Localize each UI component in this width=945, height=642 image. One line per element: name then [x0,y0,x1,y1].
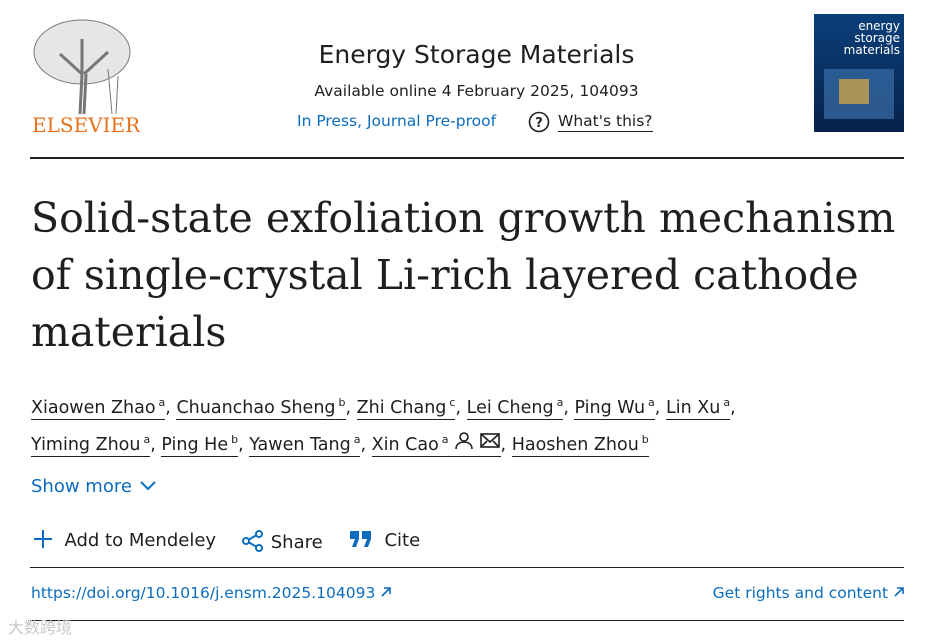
external-icon [894,587,904,597]
help-link[interactable]: What's this? [558,112,653,132]
affiliation[interactable]: a [158,396,166,409]
author[interactable]: Zhi Chang c [356,396,456,420]
elsevier-logo[interactable]: ELSEVIER [30,14,140,136]
separator: , [563,398,569,418]
author[interactable]: Yiming Zhou a [31,433,151,457]
cover-title: energy storage materials [843,20,900,57]
rights-link[interactable]: Get rights and content [713,584,905,602]
author[interactable]: Xin Cao a [371,432,501,457]
article-title: Solid-state exfoliation growth mechanism… [31,194,896,356]
author-name[interactable]: Haoshen Zhou [511,435,639,455]
affiliation[interactable]: a [143,433,151,446]
mendeley-label[interactable]: Add to Mendeley [64,530,217,551]
external-icon [381,587,392,597]
show-more[interactable]: Show more [31,476,158,497]
mendeley-button[interactable]: Add to Mendeley [33,529,216,551]
affiliation[interactable]: b [231,433,239,446]
author-name[interactable]: Yiming Zhou [31,435,141,455]
separator: , [150,435,156,455]
author[interactable]: Chuanchao Sheng b [176,396,346,420]
author-name[interactable]: Ping He [161,435,229,455]
separator: , [360,435,367,455]
author-name[interactable]: Chuanchao Sheng [176,398,336,418]
affiliation[interactable]: c [449,396,456,409]
affiliation[interactable]: a [441,433,449,446]
doi-text[interactable]: https://doi.org/10.1016/j.ensm.2025.1040… [31,584,376,602]
affiliation[interactable]: a [353,433,361,446]
availability: Available online 4 February 2025, 104093 [314,82,639,100]
affiliation[interactable]: a [723,396,731,409]
cite-button[interactable]: Cite [349,529,420,551]
author[interactable]: Lin Xu a [665,396,731,420]
journal-title[interactable]: Energy Storage Materials [318,40,635,69]
separator: , [455,398,462,418]
author-name[interactable]: Lei Cheng [466,398,554,418]
doi-link[interactable]: https://doi.org/10.1016/j.ensm.2025.1040… [31,584,392,602]
author-name[interactable]: Xin Cao [371,435,439,455]
share-label[interactable]: Share [270,532,323,553]
chevron [139,481,156,491]
author-name[interactable]: Ping Wu [574,398,646,418]
affiliation[interactable]: b [338,396,346,409]
author[interactable]: Ping He b [161,433,239,457]
publisher: ELSEVIER [32,113,140,136]
author[interactable]: Lei Cheng a [466,396,564,420]
author-list: Xiaowen Zhao a, Chuanchao Sheng b, Zhi Cha… [31,387,736,461]
cite-label[interactable]: Cite [384,530,421,551]
cite-icon [350,531,371,547]
author[interactable]: Haoshen Zhou b [511,433,649,457]
affiliation[interactable]: a [556,396,564,409]
author-name[interactable]: Xiaowen Zhao [31,398,156,418]
plus-icon [34,530,52,548]
author-name[interactable]: Lin Xu [665,398,721,418]
status-link[interactable]: In Press, Journal Pre-proof [297,112,497,130]
rights-text[interactable]: Get rights and content [712,584,889,602]
author[interactable]: Xiaowen Zhao a [31,396,166,420]
separator: , [165,398,171,418]
author[interactable]: Ping Wu a [574,396,655,420]
show-more-label[interactable]: Show more [31,476,132,497]
divider [30,157,904,159]
affiliation[interactable]: a [648,396,655,409]
author[interactable]: Yawen Tang a [249,433,361,457]
watermark: 大数跨境 [8,618,73,637]
affiliation[interactable]: b [641,433,649,446]
separator: , [238,435,244,455]
separator: , [345,398,352,418]
divider [30,567,904,568]
help-icon[interactable]: ? [528,111,550,133]
separator: , [654,398,661,418]
author-name[interactable]: Zhi Chang [356,398,447,418]
separator: , [500,435,507,455]
author-name[interactable]: Yawen Tang [249,435,351,455]
share-button[interactable]: Share [241,529,323,553]
contact-icons[interactable] [454,432,501,450]
share-icon [242,530,263,552]
separator: , [730,398,736,418]
svg-text:?: ? [535,116,543,131]
journal-cover[interactable]: energy storage materials [814,14,904,132]
divider [30,620,904,621]
